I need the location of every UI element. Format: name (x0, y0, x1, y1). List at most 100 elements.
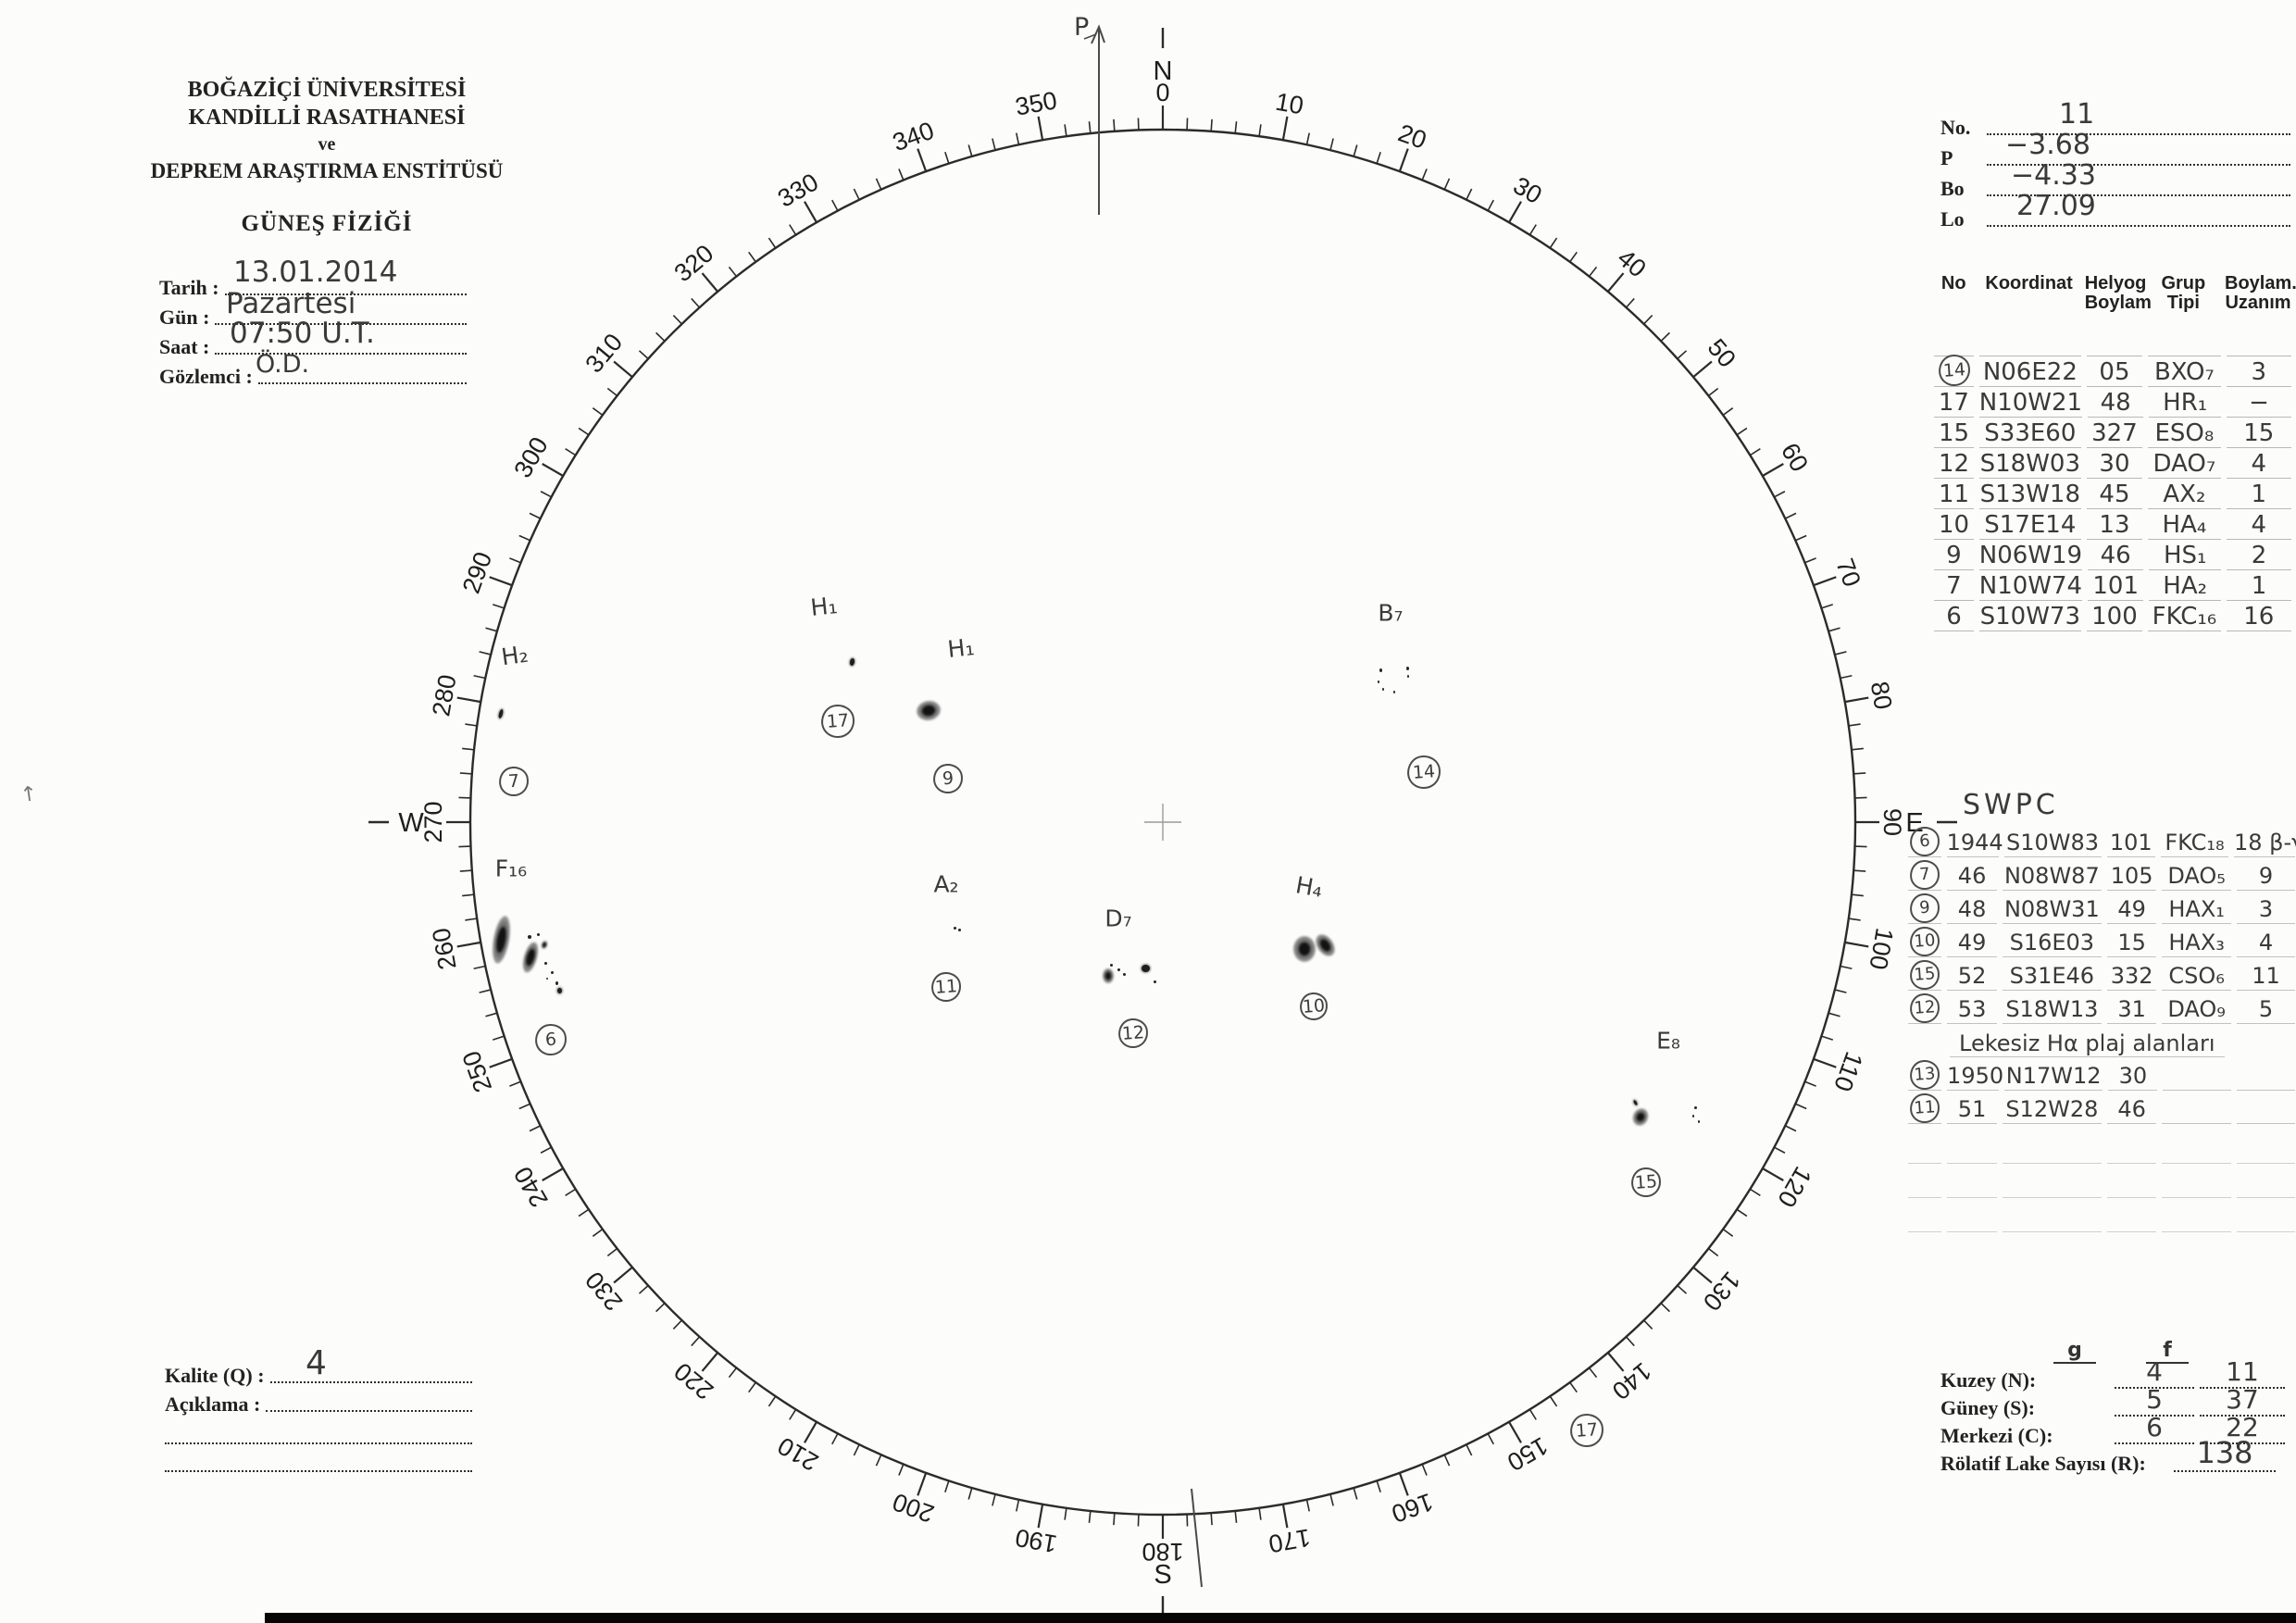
ephemeris-value: −3.68 (2005, 129, 2090, 161)
swpc-cell: S12W28 (2002, 1095, 2102, 1124)
swpc-cell: 51 (1947, 1095, 1997, 1124)
stats-g-cell: 4 (2115, 1356, 2194, 1389)
groups-table-row: 15 S33E60 327 ESO₈ 15 (1931, 418, 2294, 448)
groups-table-cell: 327 (2086, 419, 2143, 448)
degree-tick (1210, 1513, 1213, 1526)
groups-table-cell: 4 (2226, 450, 2291, 479)
swpc-cell: 9 (2236, 862, 2295, 891)
degree-tick (1329, 1493, 1334, 1506)
degree-tick (542, 1167, 564, 1181)
sunspot-umbra (921, 704, 936, 717)
ephemeris-value: 11 (2059, 98, 2095, 131)
sunspot (555, 981, 558, 985)
groups-table-cell: 4 (2226, 511, 2291, 540)
degree-tick (592, 1229, 604, 1237)
sunspot-groups-table: No Koordinat Helyog Boylam Grup Tipi Boylam. Uz… (1931, 274, 2296, 631)
sunspot (1692, 1114, 1694, 1117)
swpc-number-circled: 7 (1909, 858, 1941, 892)
sunspot-umbra (1104, 971, 1112, 980)
group-label-H₁: H₁ (809, 592, 839, 621)
degree-tick (565, 1188, 577, 1196)
blank-cell (2106, 1218, 2157, 1232)
degree-tick (613, 1266, 633, 1284)
sunspot (556, 988, 562, 993)
degree-tick (1774, 1146, 1786, 1154)
stats-relative-label: Rölatif Lake Sayısı (R): (1940, 1452, 2146, 1475)
groups-table-cell: 3 (2226, 358, 2291, 387)
swpc-cell: HAX₁ (2162, 895, 2231, 924)
degree-tick (1088, 1510, 1092, 1523)
ephemeris-label: No. (1940, 116, 1971, 139)
degree-tick (1692, 1266, 1713, 1284)
obs-field-label: Tarih : (159, 276, 219, 299)
pole-label: P (1074, 13, 1089, 42)
remark-label: Açıklama : (165, 1392, 261, 1416)
group-label-H₁: H₁ (946, 633, 976, 663)
swpc-number-circled: 11 (1909, 1092, 1941, 1125)
groups-table-cell: 30 (2086, 450, 2143, 479)
empty-cell (2148, 328, 2221, 356)
stats-g-value: 4 (2146, 1356, 2163, 1387)
groups-table-header-cell: Koordinat (1979, 274, 2079, 313)
degree-tick (578, 1208, 590, 1217)
header-line2: Uzanım (2225, 293, 2291, 313)
swpc-row: 7 46 N08W87 105 DAO₅ 9 (1905, 857, 2296, 892)
sunspot (1122, 972, 1126, 976)
degree-label: 330 (773, 168, 823, 213)
stats-g-cell: 5 (2115, 1384, 2194, 1417)
degree-tick (1625, 1336, 1635, 1347)
sunspot (1405, 667, 1409, 670)
swpc-cell: 7 (1908, 858, 1942, 892)
obs-field-value: 07:50 U.T. (230, 317, 375, 350)
degree-tick (875, 178, 882, 190)
swpc-cell (2162, 1095, 2231, 1124)
degree-tick (1529, 1408, 1537, 1420)
degree-tick (701, 272, 719, 293)
degree-label: 10 (1273, 88, 1305, 120)
sunspot (1378, 680, 1379, 683)
groups-table-cell: FKC₁₆ (2148, 603, 2221, 631)
degree-tick (1736, 1208, 1748, 1217)
sunspot-umbra (1635, 1110, 1646, 1123)
sunspot (1379, 668, 1382, 672)
scan-edge-bar (265, 1613, 2296, 1623)
obs-field-row: Gözlemci : Ö.D. (159, 350, 467, 389)
degree-tick (1588, 266, 1598, 278)
degree-label: 310 (580, 329, 628, 379)
degree-tick (1762, 1167, 1784, 1181)
ephemeris-row: P −3.68 (1940, 129, 2290, 170)
degree-tick (1529, 224, 1537, 236)
obs-field-dotted-line (215, 353, 467, 355)
blank-cell (2236, 1150, 2295, 1164)
degree-tick (1588, 1367, 1598, 1379)
institution-line1: BOĞAZİÇİ ÜNİVERSİTESİ (187, 78, 467, 102)
quality-block: Kalite (Q) : 4 Açıklama : (165, 1344, 472, 1472)
blank-cell (1908, 1150, 1942, 1164)
swpc-cell: 49 (2106, 895, 2157, 924)
quality-value: 4 (306, 1344, 327, 1382)
swpc-cell: DAO₉ (2162, 995, 2231, 1024)
groups-table-cell: 101 (2088, 572, 2144, 601)
group-number-circled: 14 (1937, 353, 1971, 388)
degree-tick (767, 1395, 777, 1407)
ephemeris-row: Bo −4.33 (1940, 159, 2290, 201)
degree-tick (1210, 119, 1213, 131)
degree-tick (1487, 1433, 1494, 1445)
degree-tick (485, 627, 498, 632)
header-line1: Koordinat (1985, 273, 2073, 293)
degree-tick (465, 723, 478, 727)
swpc-cell: 11 (1908, 1092, 1942, 1125)
swpc-cell: 15 (1908, 958, 1942, 992)
obs-field-row: Tarih : 13.01.2014 (159, 256, 467, 300)
ephemeris-fields: No. 11 P −3.68 Bo −4.33 Lo 27.09 (1940, 98, 2290, 231)
swpc-row: 12 53 S18W13 31 DAO₉ 5 (1905, 991, 2296, 1025)
degree-label: 50 (1702, 333, 1741, 372)
groups-table-row: 10 S17E14 13 HA₄ 4 (1931, 509, 2294, 540)
swpc-cell: 1944 (1946, 830, 2003, 857)
groups-table-cell: 9 (1934, 542, 1974, 570)
stats-f-cell: 11 (2200, 1356, 2285, 1389)
sunspot (543, 961, 547, 965)
stats-g-cell: 6 (2115, 1412, 2194, 1444)
